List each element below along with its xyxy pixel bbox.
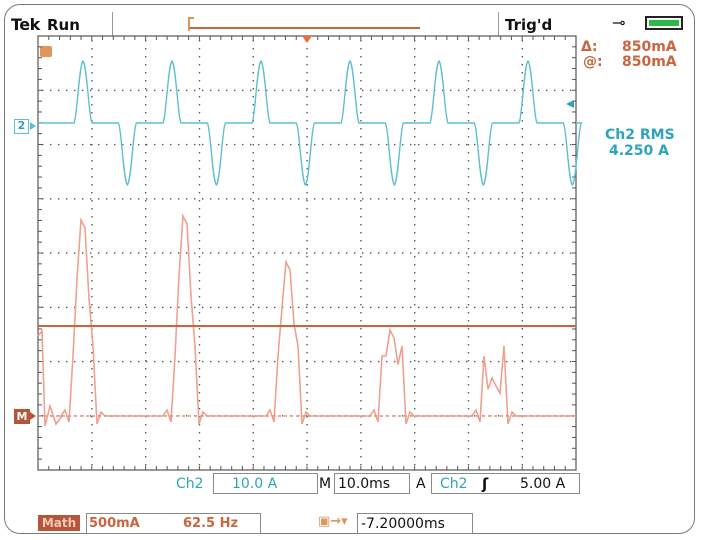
math-settings-box[interactable]: 500mA 62.5 Hz [86, 513, 261, 534]
record-view-marker [188, 17, 194, 31]
record-view-bar [190, 27, 420, 29]
timebase-box[interactable]: 10.0ms [334, 473, 410, 494]
trigger-offset-box[interactable]: -7.20000ms [357, 513, 473, 534]
power-plug-icon: ⊸ [612, 13, 626, 32]
math-marker-arrow [30, 412, 36, 420]
trigger-position-marker [40, 46, 52, 57]
cursor-at-label: @: [583, 54, 603, 70]
acquisition-state: Run [47, 16, 80, 34]
trigger-offset-value: -7.20000ms [361, 516, 445, 532]
battery-icon [645, 16, 683, 30]
header-divider [112, 12, 113, 36]
trigger-channel: Ch2 [440, 476, 468, 492]
trigger-slope-icon: ʃ [482, 475, 489, 493]
trigger-offset-icon: ▣→▾ [318, 514, 348, 529]
timebase-prefix: M [319, 476, 332, 492]
math-scale-value: 500mA [89, 516, 140, 531]
brand-label: Tek [11, 15, 40, 34]
cursor-delta-label: Δ: [581, 39, 598, 55]
trigger-prefix: A [416, 476, 426, 492]
ch2-scale-box[interactable]: 10.0 A [213, 473, 318, 494]
ch2-current-trace [38, 60, 583, 186]
cursor-at-value: 850mA [622, 54, 677, 70]
graticule [37, 35, 577, 471]
scope-frame [4, 4, 695, 534]
ch2-marker-arrow [30, 122, 36, 130]
ch2-scale-label: Ch2 [176, 476, 204, 492]
timebase-value: 10.0ms [338, 476, 391, 492]
header-divider [498, 12, 499, 36]
math-fft-trace [37, 213, 576, 427]
ch2-ground-marker: 2 [14, 119, 29, 134]
math-ground-marker: M [14, 409, 30, 424]
ch2-scale-value: 10.0 A [232, 476, 278, 492]
cursor-delta-value: 850mA [622, 39, 677, 55]
trigger-status: Trig'd [505, 16, 553, 34]
trigger-box[interactable]: Ch2 ʃ 5.00 A [431, 473, 580, 494]
measurement-value: 4.250 A [609, 143, 669, 159]
trigger-level-marker [566, 100, 574, 108]
measurement-label: Ch2 RMS [605, 127, 675, 143]
trigger-level: 5.00 A [520, 476, 566, 492]
math-label-badge: Math [38, 515, 80, 531]
trigger-point-marker [302, 36, 312, 43]
math-frequency-value: 62.5 Hz [183, 516, 239, 531]
